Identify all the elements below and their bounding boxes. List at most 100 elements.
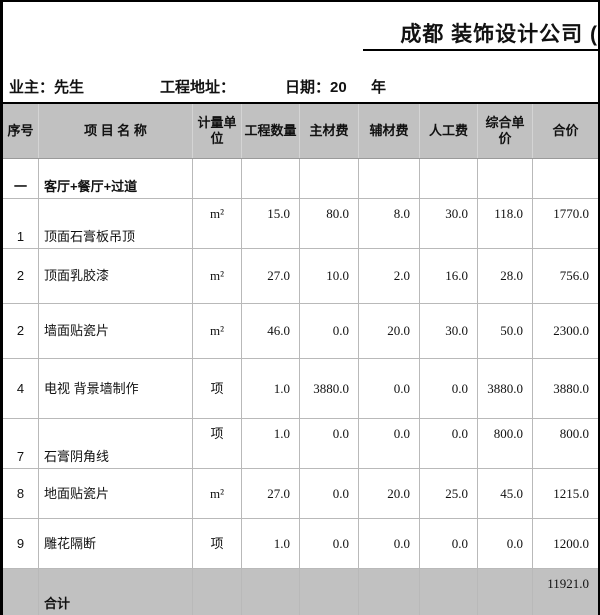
cell-seq: 2 [3,249,39,303]
cell-labor: 0.0 [420,419,478,468]
cell-total: 3880.0 [553,380,589,396]
cell-seq: 2 [3,304,39,358]
cell-aux-material: 2.0 [359,249,420,303]
cell-total: 1215.0 [553,485,589,501]
cell-seq: 7 [3,419,39,468]
owner-label: 业主：先生 [9,79,85,96]
cell-quantity: 1.0 [242,419,300,468]
cell-seq: 9 [3,519,39,568]
cell-item-name: 电视 背景墙制作 [39,359,193,418]
header-total: 合价 [552,123,579,139]
cell-quantity [242,569,300,615]
cell-unit [193,159,242,198]
cell-quantity: 27.0 [242,249,300,303]
cell-main-material: 0.0 [300,304,359,358]
cell-labor [420,159,478,198]
cell-unit-price [478,569,533,615]
cell-main-material: 3880.0 [300,359,359,418]
cell-seq: 4 [3,359,39,418]
cell-main-material: 0.0 [300,469,359,518]
cell-unit: 项 [193,519,242,568]
cell-item-name: 墙面贴瓷片 [39,304,193,358]
cell-seq: 8 [3,469,39,518]
date-label: 日期：20 [285,79,347,96]
project-info-row: 业主：先生 工程地址： 日期：20 年 [3,72,598,100]
cell-aux-material: 0.0 [359,419,420,468]
header-quantity: 工程数量 [242,104,300,158]
cell-unit [193,569,242,615]
cell-total [533,159,598,198]
cell-unit-price: 28.0 [478,249,533,303]
cell-unit-price: 0.0 [478,519,533,568]
cell-labor [420,569,478,615]
cell-main-material [300,569,359,615]
header-unit: 计量单位 [193,104,242,158]
header-item-name: 项 目 名 称 [39,104,193,158]
header-labor: 人工费 [420,104,478,158]
cell-item-name: 客厅+餐厅+过道 [39,159,193,198]
header-aux-material: 辅材费 [359,104,420,158]
table-row: 4 电视 背景墙制作 项 1.0 3880.0 0.0 0.0 3880.0 3… [3,359,598,419]
grand-total-label: 合计 [39,569,193,615]
cell-item-name: 地面贴瓷片 [39,469,193,518]
table-header-row: 序号 项 目 名 称 计量单位 工程数量 主材费 辅材费 人工费 综合单价 合价 [3,102,598,159]
cell-labor: 30.0 [420,304,478,358]
cell-quantity: 1.0 [242,359,300,418]
cell-aux-material: 20.0 [359,304,420,358]
table-row: 8 地面贴瓷片 m² 27.0 0.0 20.0 25.0 45.0 1215.… [3,469,598,519]
cell-labor: 0.0 [420,359,478,418]
cell-aux-material: 0.0 [359,519,420,568]
table-row: 2 墙面贴瓷片 m² 46.0 0.0 20.0 30.0 50.0 2300.… [3,304,598,359]
cell-total: 756.0 [559,268,589,284]
table-row: 7 石膏阴角线 项 1.0 0.0 0.0 0.0 800.0 800.0 [3,419,598,469]
cell-seq [3,569,39,615]
cell-unit: 项 [193,359,242,418]
cell-quantity: 15.0 [242,199,300,248]
company-title: 成都 装饰设计公司 ( [363,2,598,51]
cell-unit: 项 [193,419,242,468]
cell-unit-price [478,159,533,198]
totals-row: 合计 11921.0 [3,569,598,615]
cell-unit: m² [193,304,242,358]
cell-aux-material [359,159,420,198]
header-main-material: 主材费 [300,104,359,158]
cell-quantity [242,159,300,198]
cell-labor: 16.0 [420,249,478,303]
cell-aux-material: 8.0 [359,199,420,248]
cell-unit: m² [193,469,242,518]
cell-quantity: 1.0 [242,519,300,568]
cell-unit-price: 45.0 [478,469,533,518]
address-label: 工程地址： [160,79,236,96]
cell-aux-material: 0.0 [359,359,420,418]
cell-main-material [300,159,359,198]
cell-main-material: 0.0 [300,419,359,468]
header-seq: 序号 [3,104,39,158]
cell-item-name: 石膏阴角线 [39,419,193,468]
cell-item-name: 顶面乳胶漆 [39,249,193,303]
cell-seq: 一 [3,159,39,198]
cell-aux-material [359,569,420,615]
table-row: 9 雕花隔断 项 1.0 0.0 0.0 0.0 0.0 1200.0 [3,519,598,569]
cell-quantity: 27.0 [242,469,300,518]
cell-total: 1200.0 [553,535,589,551]
cell-unit-price: 50.0 [478,304,533,358]
table-row: 1 顶面石膏板吊顶 m² 15.0 80.0 8.0 30.0 118.0 17… [3,199,598,249]
section-row: 一 客厅+餐厅+过道 [3,159,598,199]
cell-seq: 1 [3,199,39,248]
cell-main-material: 10.0 [300,249,359,303]
cell-item-name: 雕花隔断 [39,519,193,568]
cell-unit-price: 118.0 [478,199,533,248]
cell-total: 1770.0 [553,206,589,221]
cell-labor: 30.0 [420,199,478,248]
cell-main-material: 80.0 [300,199,359,248]
cell-quantity: 46.0 [242,304,300,358]
cell-total: 2300.0 [553,323,589,339]
cell-item-name: 顶面石膏板吊顶 [39,199,193,248]
year-label: 年 [371,79,387,96]
cell-unit: m² [193,249,242,303]
cell-labor: 25.0 [420,469,478,518]
table-row: 2 顶面乳胶漆 m² 27.0 10.0 2.0 16.0 28.0 756.0 [3,249,598,304]
cell-total: 800.0 [559,426,589,441]
cell-unit-price: 3880.0 [478,359,533,418]
